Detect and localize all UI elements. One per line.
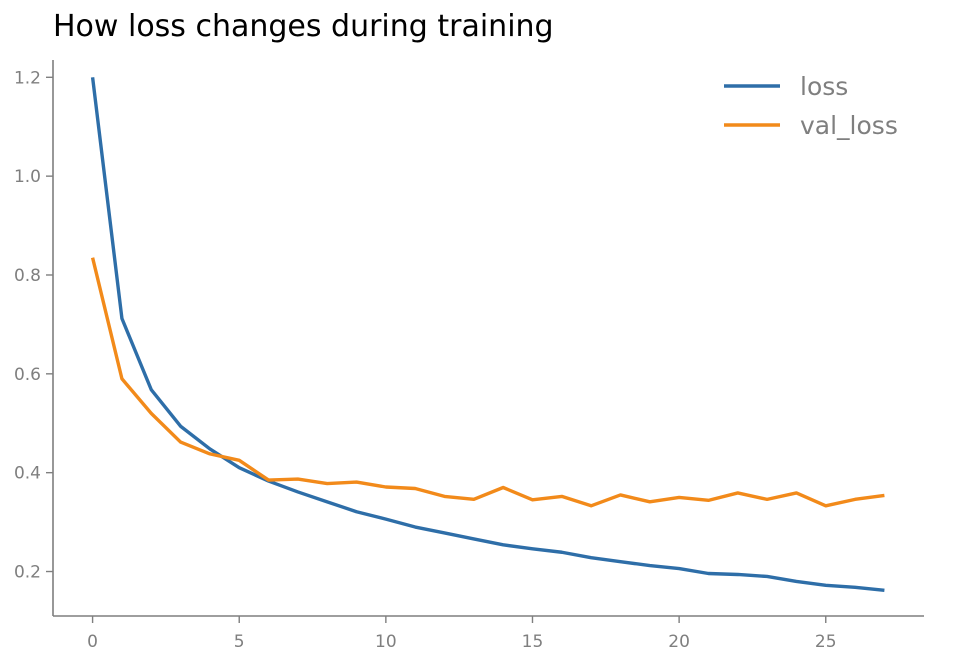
y-tick-label: 1.2 xyxy=(14,68,41,88)
series-line-val-loss xyxy=(90,257,885,508)
x-axis-ticks: 0 5 10 15 20 25 xyxy=(87,616,837,652)
y-axis-ticks: 0.2 0.4 0.6 0.8 1.0 1.2 xyxy=(14,68,53,583)
y-tick-label: 0.4 xyxy=(14,464,41,484)
chart-title: How loss changes during training xyxy=(53,9,554,44)
legend-label-val-loss: val_loss xyxy=(800,111,898,140)
x-tick-label: 0 xyxy=(87,632,98,652)
axes xyxy=(52,60,924,617)
series-line-loss xyxy=(90,77,885,592)
x-tick-label: 20 xyxy=(668,632,690,652)
y-tick-label: 0.2 xyxy=(14,563,41,583)
legend: loss val_loss xyxy=(724,72,898,140)
x-tick-label: 5 xyxy=(234,632,245,652)
x-tick-label: 25 xyxy=(815,632,837,652)
x-tick-label: 15 xyxy=(522,632,544,652)
legend-label-loss: loss xyxy=(800,72,848,101)
y-tick-label: 1.0 xyxy=(14,167,41,187)
series-lines xyxy=(90,77,885,592)
y-tick-label: 0.8 xyxy=(14,266,41,286)
y-tick-label: 0.6 xyxy=(14,365,41,385)
x-tick-label: 10 xyxy=(375,632,397,652)
